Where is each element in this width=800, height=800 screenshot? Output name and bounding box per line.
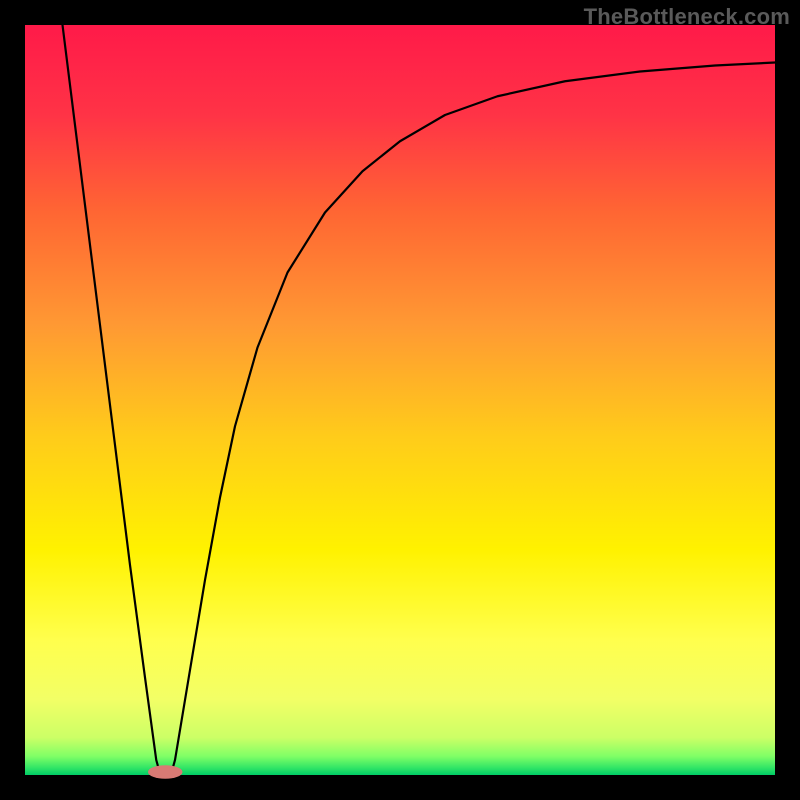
watermark-text: TheBottleneck.com bbox=[584, 4, 790, 30]
bottleneck-chart bbox=[0, 0, 800, 800]
chart-container: TheBottleneck.com bbox=[0, 0, 800, 800]
plot-gradient-background bbox=[25, 25, 775, 775]
optimal-point-marker bbox=[148, 765, 183, 779]
